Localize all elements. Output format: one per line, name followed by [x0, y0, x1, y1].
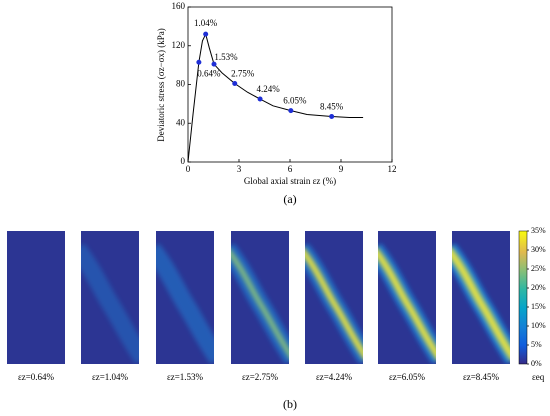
data-point — [232, 81, 238, 87]
data-point — [329, 113, 335, 119]
panel-caption: εz=6.05% — [389, 372, 426, 382]
strain-field-panel — [81, 231, 139, 364]
strain-field-panel — [305, 231, 363, 364]
panel-caption: εz=2.75% — [242, 372, 279, 382]
field — [452, 231, 510, 364]
y-tick-label: 40 — [176, 117, 186, 127]
y-tick-label: 0 — [181, 156, 186, 166]
x-tick-label: 12 — [388, 164, 397, 174]
shear-band-core — [378, 248, 436, 360]
colorbar — [518, 230, 528, 365]
y-tick-label: 80 — [176, 79, 186, 89]
shear-band-core — [231, 249, 289, 358]
y-tick-label: 120 — [172, 40, 186, 50]
panel-caption: εz=4.24% — [316, 372, 353, 382]
panel-caption: εz=0.64% — [18, 372, 55, 382]
shear-band-core — [452, 247, 510, 361]
x-axis-label: Global axial strain εz (%) — [244, 176, 336, 186]
field — [305, 231, 363, 364]
data-point — [288, 108, 294, 114]
shear-band — [156, 243, 214, 364]
y-tick-label: 160 — [172, 1, 186, 11]
panel-caption: εz=1.04% — [92, 372, 129, 382]
data-label: 4.24% — [256, 84, 280, 94]
colorbar-tick-label: 25% — [531, 264, 546, 273]
data-label: 6.05% — [283, 96, 307, 106]
colorbar-label: εeq — [532, 372, 545, 382]
field — [156, 231, 214, 364]
strain-field-panel — [452, 231, 510, 364]
x-tick-label: 3 — [237, 164, 242, 174]
data-point — [257, 96, 263, 102]
colorbar-tick-label: 30% — [531, 245, 546, 254]
colorbar-tick-label: 10% — [531, 321, 546, 330]
shear-band-core — [305, 249, 363, 359]
data-point — [203, 31, 209, 37]
plot-frame — [187, 6, 393, 163]
colorbar-tick-label: 15% — [531, 302, 546, 311]
colorbar-tick-label: 20% — [531, 283, 546, 292]
strain-field-panel — [378, 231, 436, 364]
x-tick-label: 0 — [186, 164, 191, 174]
field — [378, 231, 436, 364]
panel-caption: εz=8.45% — [463, 372, 500, 382]
panel-caption: εz=1.53% — [167, 372, 204, 382]
field — [231, 231, 289, 364]
field — [81, 231, 139, 364]
panel-label: (a) — [283, 192, 296, 206]
strain-field-panel — [156, 231, 214, 364]
data-label: 2.75% — [231, 69, 255, 79]
colorbar-tick-label: 0% — [531, 359, 542, 368]
data-label: 1.04% — [194, 18, 218, 28]
strain-field-panel — [7, 231, 65, 364]
panel-label: (b) — [283, 397, 297, 411]
data-label: 1.53% — [214, 52, 238, 62]
data-label: 8.45% — [320, 102, 344, 112]
colorbar-tick-label: 5% — [531, 340, 542, 349]
data-point — [196, 59, 202, 65]
strain-field-panel — [231, 231, 289, 364]
field-background — [7, 231, 65, 364]
x-tick-label: 9 — [339, 164, 344, 174]
field — [7, 231, 65, 364]
data-label: 0.64% — [197, 68, 221, 78]
shear-band — [81, 243, 139, 364]
x-tick-label: 6 — [288, 164, 293, 174]
data-point — [211, 61, 217, 67]
y-axis-label: Deviatoric stress (σz−σx) (kPa) — [156, 28, 166, 142]
colorbar-tick-label: 35% — [531, 226, 546, 235]
